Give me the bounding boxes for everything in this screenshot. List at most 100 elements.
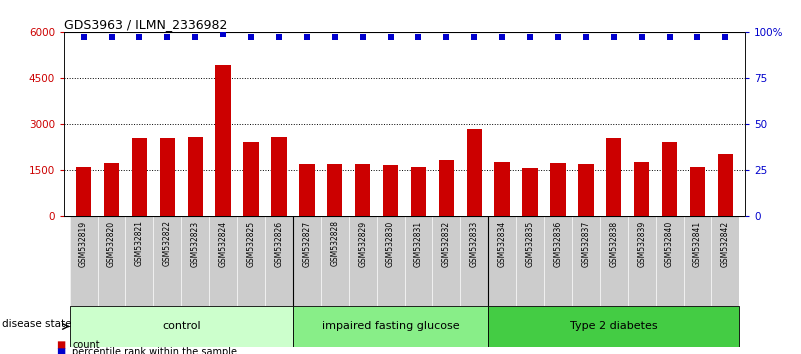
Bar — [348, 216, 376, 306]
Text: GSM532832: GSM532832 — [442, 221, 451, 267]
Bar — [209, 216, 237, 306]
Text: GSM532840: GSM532840 — [665, 221, 674, 267]
Text: GSM532830: GSM532830 — [386, 221, 395, 267]
Bar — [718, 154, 733, 216]
Text: GSM532820: GSM532820 — [107, 221, 116, 267]
Bar — [550, 163, 566, 216]
Bar — [159, 138, 175, 216]
Bar — [439, 160, 454, 216]
Text: GSM532842: GSM532842 — [721, 221, 730, 267]
Bar — [272, 137, 287, 216]
Text: GSM532822: GSM532822 — [163, 221, 172, 267]
Text: GSM532833: GSM532833 — [469, 221, 479, 267]
Bar — [153, 216, 181, 306]
Text: GSM532841: GSM532841 — [693, 221, 702, 267]
Bar — [187, 137, 203, 216]
Bar — [544, 216, 572, 306]
Bar — [606, 138, 622, 216]
Text: Type 2 diabetes: Type 2 diabetes — [570, 321, 658, 331]
Bar — [376, 216, 405, 306]
Bar — [467, 130, 482, 216]
Text: GSM532839: GSM532839 — [637, 221, 646, 267]
Text: control: control — [162, 321, 200, 331]
Bar — [656, 216, 683, 306]
Text: GDS3963 / ILMN_2336982: GDS3963 / ILMN_2336982 — [64, 18, 227, 31]
Point — [635, 35, 648, 40]
Text: GSM532829: GSM532829 — [358, 221, 367, 267]
Bar — [98, 216, 126, 306]
Bar — [299, 164, 315, 216]
Text: ■: ■ — [56, 347, 66, 354]
Point — [691, 35, 704, 40]
Text: impaired fasting glucose: impaired fasting glucose — [322, 321, 459, 331]
Point — [105, 35, 118, 40]
Point — [663, 35, 676, 40]
Text: GSM532825: GSM532825 — [247, 221, 256, 267]
Text: GSM532835: GSM532835 — [525, 221, 534, 267]
Bar — [70, 306, 293, 347]
Bar — [494, 162, 510, 216]
Bar — [320, 216, 348, 306]
Point — [189, 35, 202, 40]
Bar — [293, 306, 489, 347]
Bar — [690, 167, 705, 216]
Point — [217, 31, 230, 36]
Text: GSM532838: GSM532838 — [610, 221, 618, 267]
Text: GSM532823: GSM532823 — [191, 221, 199, 267]
Bar — [76, 167, 91, 216]
Bar — [405, 216, 433, 306]
Point — [272, 35, 285, 40]
Point — [440, 35, 453, 40]
Bar — [489, 216, 516, 306]
Point — [161, 35, 174, 40]
Bar — [600, 216, 628, 306]
Text: GSM532834: GSM532834 — [497, 221, 507, 267]
Bar — [662, 142, 678, 216]
Bar — [131, 138, 147, 216]
Text: GSM532836: GSM532836 — [553, 221, 562, 267]
Point — [552, 35, 565, 40]
Point — [384, 35, 397, 40]
Text: GSM532827: GSM532827 — [302, 221, 312, 267]
Text: GSM532826: GSM532826 — [275, 221, 284, 267]
Bar — [70, 216, 98, 306]
Point — [468, 35, 481, 40]
Point — [133, 35, 146, 40]
Bar — [237, 216, 265, 306]
Point — [524, 35, 537, 40]
Bar — [411, 167, 426, 216]
Text: percentile rank within the sample: percentile rank within the sample — [72, 347, 237, 354]
Bar — [104, 163, 119, 216]
Bar — [578, 164, 594, 216]
Text: GSM532821: GSM532821 — [135, 221, 144, 267]
Point — [356, 35, 369, 40]
Bar — [383, 165, 398, 216]
Bar — [265, 216, 293, 306]
Bar — [683, 216, 711, 306]
Bar — [634, 162, 650, 216]
Text: count: count — [72, 340, 99, 350]
Bar — [327, 164, 342, 216]
Point — [719, 35, 732, 40]
Point — [412, 35, 425, 40]
Bar — [215, 65, 231, 216]
Point — [300, 35, 313, 40]
Bar — [355, 164, 370, 216]
Text: disease state: disease state — [2, 319, 71, 329]
Point — [77, 35, 90, 40]
Bar — [711, 216, 739, 306]
Bar — [181, 216, 209, 306]
Bar — [522, 168, 537, 216]
Bar — [461, 216, 489, 306]
Text: GSM532819: GSM532819 — [79, 221, 88, 267]
Bar — [489, 306, 739, 347]
Text: GSM532837: GSM532837 — [582, 221, 590, 267]
Bar — [433, 216, 461, 306]
Point — [579, 35, 592, 40]
Bar — [244, 142, 259, 216]
Bar — [293, 216, 320, 306]
Text: GSM532824: GSM532824 — [219, 221, 227, 267]
Text: ■: ■ — [56, 340, 66, 350]
Bar — [516, 216, 544, 306]
Text: GSM532831: GSM532831 — [414, 221, 423, 267]
